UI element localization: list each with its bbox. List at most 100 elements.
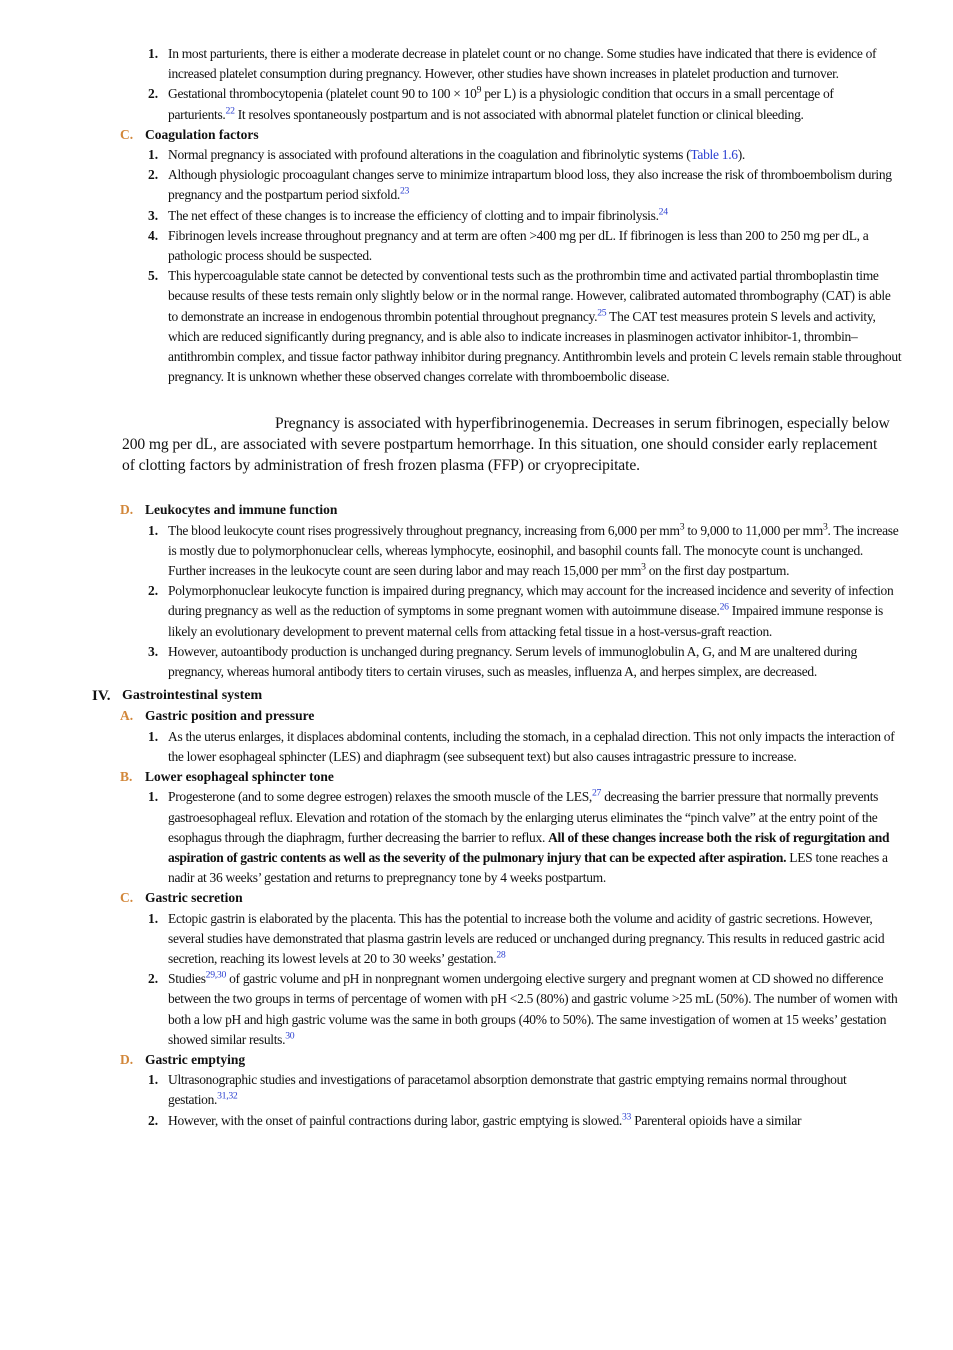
reference: 24 <box>658 206 668 218</box>
item-number: 1. <box>148 789 159 805</box>
section-heading: IV. Gastrointestinal system <box>92 686 953 706</box>
subsection-title: Leukocytes and immune function <box>145 502 338 518</box>
text: Studies <box>168 971 206 987</box>
text: per L) is a physiologic condition that o… <box>168 86 834 122</box>
item-number: 1. <box>148 46 159 61</box>
list-item: 2. Polymorphonuclear leukocyte function i… <box>148 581 903 642</box>
document: 1. In most parturients, there is either a… <box>92 44 953 1131</box>
text: Parenteral opioids have a similar <box>631 1112 802 1128</box>
item-number: 2. <box>148 583 159 599</box>
text: on the first day postpartum. <box>645 563 790 579</box>
item-number: 2. <box>148 1112 159 1128</box>
item-number: 2. <box>148 86 159 102</box>
list-item: 5. This hypercoagulable state cannot be d… <box>148 266 903 387</box>
subsection-title: Gastric secretion <box>145 890 243 906</box>
item-number: 2. <box>148 167 159 183</box>
list-item: 2. Although physiologic procoagulant chan… <box>148 165 903 205</box>
subsection-title: Gastric emptying <box>145 1051 246 1067</box>
text: to 9,000 to 11,000 per mm <box>684 522 823 538</box>
reference: 29,30 <box>205 969 227 981</box>
text: This hypercoagulable state cannot be det… <box>168 268 891 324</box>
subsection-title: Gastric position and pressure <box>145 708 315 724</box>
item-number: 1. <box>148 1072 159 1088</box>
text: of gastric volume and pH in nonpregnant … <box>168 971 898 1047</box>
subsection-heading: C. Gastric secretion <box>120 888 953 908</box>
superscript: 3 <box>641 561 646 573</box>
subsection-heading: C. Coagulation factors <box>120 125 953 145</box>
text: Gestational thrombocytopenia (platelet c… <box>168 86 477 102</box>
subsection-letter: B. <box>120 769 133 785</box>
item-number: 2. <box>148 971 159 987</box>
list-item: 2. Gestational thrombocytopenia (platelet… <box>148 84 903 124</box>
reference: 30 <box>285 1030 295 1042</box>
text: The net effect of these changes is to in… <box>168 207 659 223</box>
callout-paragraph: Pregnancy is associated with hyperfibrin… <box>122 415 890 475</box>
bold-text: All of these changes increase both the r… <box>168 829 890 865</box>
text: As the uterus enlarges, it displaces abd… <box>168 728 895 764</box>
reference: 31,32 <box>217 1091 238 1102</box>
item-number: 3. <box>148 643 159 659</box>
text: Normal pregnancy is associated with prof… <box>168 147 691 163</box>
text: The blood leukocyte count rises progress… <box>168 522 680 538</box>
subsection-title: Lower esophageal sphincter tone <box>145 769 334 785</box>
list-item: 1. The blood leukocyte count rises progre… <box>148 521 903 582</box>
reference: 25 <box>597 307 607 319</box>
text: However, autoantibody production is unch… <box>168 643 857 680</box>
text: Fibrinogen levels increase throughout pr… <box>168 227 869 264</box>
list-item: 3. However, autoantibody production is un… <box>148 642 903 682</box>
text: ). <box>737 147 746 163</box>
subsection-letter: C. <box>120 890 134 906</box>
text: Progesterone (and to some degree estroge… <box>168 789 592 805</box>
list-item: 3. The net effect of these changes is to … <box>148 206 903 226</box>
reference: 33 <box>622 1111 632 1123</box>
list-item: 1. Normal pregnancy is associated with pr… <box>148 145 903 165</box>
subsection-letter: C. <box>120 126 134 142</box>
item-number: 3. <box>148 207 159 223</box>
superscript: 9 <box>476 85 482 97</box>
list-item: 1. In most parturients, there is either a… <box>148 44 903 84</box>
text: In most parturients, there is either a m… <box>168 46 877 82</box>
item-number: 1. <box>148 147 159 163</box>
list-item: 1. Progesterone (and to some degree estro… <box>148 787 903 888</box>
item-number: 1. <box>148 522 159 538</box>
reference: 23 <box>400 186 410 198</box>
item-number: 5. <box>148 268 159 284</box>
list-item: 1. Ultrasonographic studies and investiga… <box>148 1070 903 1110</box>
section-title: Gastrointestinal system <box>122 688 263 704</box>
subsection-letter: D. <box>120 1051 134 1067</box>
text: The CAT test measures protein S levels a… <box>168 308 902 385</box>
subsection-letter: D. <box>120 502 134 518</box>
reference: 28 <box>496 949 506 961</box>
subsection-title: Coagulation factors <box>145 126 259 142</box>
item-number: 1. <box>148 910 159 926</box>
list-item: 4. Fibrinogen levels increase throughout … <box>148 226 903 266</box>
subsection-heading: B. Lower esophageal sphincter tone <box>120 767 953 787</box>
subsection-heading: D. Gastric emptying <box>120 1050 953 1070</box>
list-item: 1. As the uterus enlarges, it displaces a… <box>148 727 903 767</box>
list-item: 1. Ectopic gastrin is elaborated by the p… <box>148 909 903 970</box>
superscript: 3 <box>822 521 828 533</box>
item-number: 4. <box>148 227 159 243</box>
item-number: 1. <box>148 728 159 744</box>
reference: 26 <box>719 602 729 614</box>
text: LES tone reaches a nadir at 36 weeks’ ge… <box>168 849 888 886</box>
text: . The increase is mostly due to polymorp… <box>168 522 899 579</box>
subsection-heading: A. Gastric position and pressure <box>120 706 953 726</box>
text: Impaired immune response is likely an ev… <box>168 603 884 639</box>
superscript: 3 <box>679 521 685 533</box>
text: Ectopic gastrin is elaborated by the pla… <box>168 910 885 966</box>
subsection-letter: A. <box>120 708 134 724</box>
text: It resolves spontaneously postpartum and… <box>234 106 804 122</box>
text: Ultrasonographic studies and investigati… <box>168 1072 847 1108</box>
text: Although physiologic procoagulant change… <box>168 167 892 203</box>
table-link: Table 1.6 <box>690 147 738 163</box>
section-number: IV. <box>92 688 111 705</box>
reference: 22 <box>225 105 235 117</box>
subsection-heading: D. Leukocytes and immune function <box>120 500 953 520</box>
list-item: 2. However, with the onset of painful con… <box>148 1111 903 1131</box>
text: decreasing the barrier pressure that nor… <box>168 789 879 845</box>
text: Polymorphonuclear leukocyte function is … <box>168 583 894 619</box>
list-item: 2. Studies29,30 of gastric volume and pH … <box>148 969 903 1050</box>
text: However, with the onset of painful contr… <box>168 1112 622 1128</box>
